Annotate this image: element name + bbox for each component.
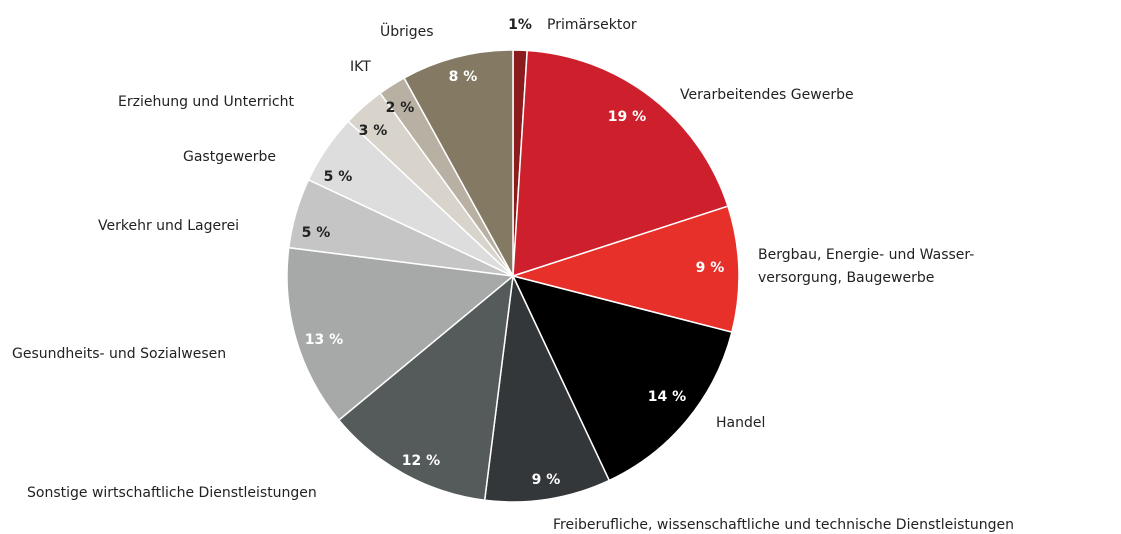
category-label: Primärsektor [547,17,637,33]
category-label: IKT [350,59,371,75]
pie-slice [512,49,729,278]
category-label: Erziehung und Unterricht [118,94,294,110]
value-label: 8 % [448,69,478,85]
category-label: Verkehr und Lagerei [98,218,240,234]
value-label: 13 % [304,332,344,348]
category-label: Sonstige wirtschaftliche Dienstleistunge… [27,485,317,501]
value-label: 1% [508,17,532,33]
value-label: 19 % [607,109,647,125]
pie-slice [337,274,514,502]
category-label: Handel [716,415,766,431]
value-label: 9 % [695,260,725,276]
value-label: 9 % [531,472,561,488]
pie-slice [286,246,515,422]
value-label: 5 % [301,225,331,241]
category-label: Gesundheits- und Sozialwesen [12,346,227,362]
category-label: Freiberufliche, wissenschaftliche und te… [553,517,1015,533]
value-label: 2 % [385,100,415,116]
category-label: Bergbau, Energie- und Wasser- versorgung… [758,247,975,286]
pie-slice [403,49,514,277]
category-label: Verarbeitendes Gewerbe [680,87,854,103]
value-label: 14 % [647,389,687,405]
pie-slice [510,205,740,334]
value-label: 5 % [323,169,353,185]
pie-slice [511,274,733,482]
category-label: Übriges [380,24,434,40]
value-label: 3 % [358,123,388,139]
pie-slice [483,273,611,503]
value-label: 12 % [401,453,441,469]
category-label: Gastgewerbe [183,149,277,165]
